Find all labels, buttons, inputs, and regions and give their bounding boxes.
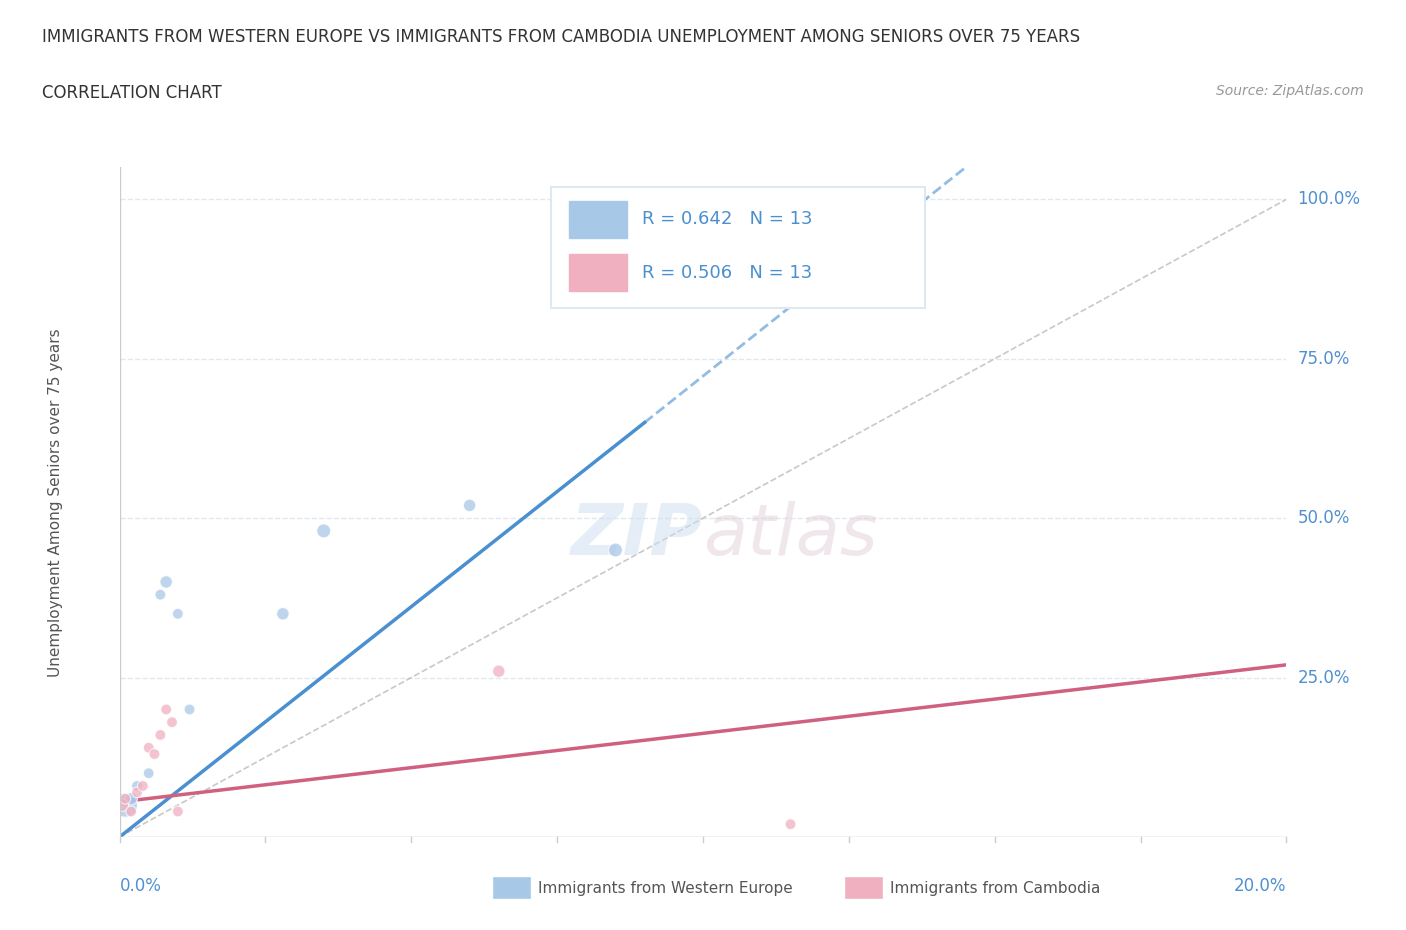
- Text: ZIP: ZIP: [571, 501, 703, 570]
- FancyBboxPatch shape: [569, 255, 627, 291]
- Text: Unemployment Among Seniors over 75 years: Unemployment Among Seniors over 75 years: [48, 328, 63, 676]
- Point: [138, 740, 160, 755]
- Point: [143, 747, 166, 762]
- Text: 0.0%: 0.0%: [120, 877, 162, 896]
- Text: CORRELATION CHART: CORRELATION CHART: [42, 84, 222, 101]
- Point: [271, 606, 294, 621]
- Point: [312, 524, 335, 538]
- Point: [179, 702, 201, 717]
- Point: [605, 542, 627, 557]
- Point: [166, 804, 188, 819]
- Point: [160, 715, 183, 730]
- Point: [779, 817, 801, 831]
- Point: [114, 798, 136, 813]
- Point: [458, 498, 481, 512]
- Text: IMMIGRANTS FROM WESTERN EUROPE VS IMMIGRANTS FROM CAMBODIA UNEMPLOYMENT AMONG SE: IMMIGRANTS FROM WESTERN EUROPE VS IMMIGR…: [42, 28, 1080, 46]
- Text: 50.0%: 50.0%: [1298, 509, 1350, 527]
- Point: [125, 785, 148, 800]
- Point: [149, 587, 172, 602]
- FancyBboxPatch shape: [569, 201, 627, 238]
- Point: [155, 702, 177, 717]
- Text: Source: ZipAtlas.com: Source: ZipAtlas.com: [1216, 84, 1364, 98]
- Point: [120, 791, 142, 806]
- Point: [114, 791, 136, 806]
- Point: [125, 778, 148, 793]
- Text: atlas: atlas: [703, 501, 877, 570]
- Text: R = 0.506   N = 13: R = 0.506 N = 13: [643, 263, 813, 282]
- Text: R = 0.642   N = 13: R = 0.642 N = 13: [643, 210, 813, 228]
- Text: Immigrants from Western Europe: Immigrants from Western Europe: [538, 881, 793, 896]
- Text: Immigrants from Cambodia: Immigrants from Cambodia: [890, 881, 1101, 896]
- Text: 75.0%: 75.0%: [1298, 350, 1350, 367]
- Point: [138, 765, 160, 780]
- Point: [155, 575, 177, 590]
- Point: [132, 778, 155, 793]
- Point: [166, 606, 188, 621]
- Point: [120, 804, 142, 819]
- Text: 100.0%: 100.0%: [1298, 191, 1361, 208]
- Point: [779, 256, 801, 271]
- FancyBboxPatch shape: [551, 188, 925, 308]
- Point: [488, 664, 510, 679]
- Point: [149, 727, 172, 742]
- Text: 25.0%: 25.0%: [1298, 669, 1350, 686]
- Point: [111, 798, 134, 813]
- Text: 20.0%: 20.0%: [1234, 877, 1286, 896]
